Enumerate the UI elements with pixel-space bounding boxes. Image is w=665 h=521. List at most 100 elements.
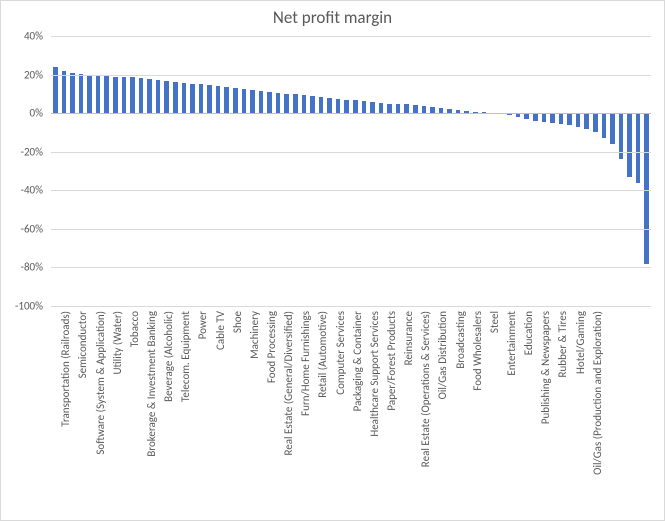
bar <box>387 104 392 114</box>
y-tick-label: -80% <box>1 261 43 274</box>
bar <box>62 71 67 113</box>
bar <box>627 113 632 177</box>
bar <box>379 103 384 114</box>
bar <box>353 100 358 114</box>
bar <box>576 113 581 127</box>
x-tick-label: Transportation (Railroads) <box>59 311 72 511</box>
grid-line <box>51 267 651 268</box>
grid-line <box>51 306 651 307</box>
x-tick-label: Hotel/Gaming <box>574 311 587 511</box>
bar <box>190 84 195 113</box>
bar <box>610 113 615 144</box>
bar <box>122 77 127 114</box>
bars-container <box>51 36 651 306</box>
bar <box>567 113 572 125</box>
x-tick-label: Machinery <box>248 311 261 511</box>
x-tick-label: Retail (Automotive) <box>316 311 329 511</box>
bar <box>216 86 221 113</box>
x-tick-label: Steel <box>488 311 501 511</box>
bar <box>584 113 589 128</box>
bar <box>293 94 298 113</box>
x-tick-label: Shoe <box>231 311 244 511</box>
plot-area <box>51 36 651 307</box>
x-tick-label: Education <box>522 311 535 511</box>
x-tick-label: Power <box>196 311 209 511</box>
bar <box>302 95 307 113</box>
x-tick-label: Real Estate (General/Diversified) <box>282 311 295 511</box>
x-tick-label: Food Processing <box>265 311 278 511</box>
bar <box>199 84 204 113</box>
x-tick-label: Tobacco <box>128 311 141 511</box>
bar <box>267 92 272 113</box>
x-tick-label: Computer Services <box>334 311 347 511</box>
y-tick-label: -20% <box>1 145 43 158</box>
bar <box>207 85 212 113</box>
bar <box>593 113 598 132</box>
bar <box>319 97 324 113</box>
bar <box>310 96 315 113</box>
x-tick-label: Healthcare Support Services <box>368 311 381 511</box>
bar <box>422 106 427 113</box>
bar <box>284 94 289 113</box>
bar <box>259 91 264 113</box>
bar <box>336 99 341 113</box>
bar <box>224 87 229 113</box>
bar <box>164 81 169 113</box>
y-tick-label: 20% <box>1 68 43 81</box>
x-tick-label: Semiconductor <box>76 311 89 511</box>
x-axis-labels: Transportation (Railroads) Semiconductor S… <box>51 309 651 514</box>
bar <box>130 77 135 113</box>
y-tick-label: 0% <box>1 107 43 120</box>
bar <box>602 113 607 138</box>
bar <box>173 82 178 113</box>
bar <box>276 93 281 113</box>
x-tick-label: Brokerage & Investment Banking <box>145 311 158 511</box>
bar <box>96 75 101 114</box>
bar <box>533 113 538 121</box>
x-tick-label: Furn/Home Furnishings <box>299 311 312 511</box>
bar <box>404 104 409 113</box>
chart-title: Net profit margin <box>1 7 664 28</box>
x-tick-label: Rubber & Tires <box>556 311 569 511</box>
bar <box>70 73 75 114</box>
bar <box>550 113 555 123</box>
bar <box>139 78 144 113</box>
grid-line <box>51 190 651 191</box>
x-tick-label: Oil/Gas Distribution <box>436 311 449 511</box>
bar <box>104 76 109 114</box>
x-tick-label: Real Estate (Operations & Services) <box>419 311 432 511</box>
x-tick-label: Cable TV <box>214 311 227 511</box>
bar <box>636 113 641 182</box>
y-tick-label: -40% <box>1 184 43 197</box>
x-tick-label: Oil/Gas (Production and Exploration) <box>591 311 604 511</box>
bar <box>344 100 349 114</box>
y-tick-label: -60% <box>1 222 43 235</box>
x-tick-label: Food Wholesalers <box>471 311 484 511</box>
y-tick-label: 40% <box>1 30 43 43</box>
bar <box>147 79 152 113</box>
bar <box>413 105 418 113</box>
x-tick-label: Utility (Water) <box>111 311 124 511</box>
x-tick-label: Broadcasting <box>454 311 467 511</box>
bar <box>233 88 238 113</box>
grid-line <box>51 229 651 230</box>
x-tick-label: Beverage (Alcoholic) <box>162 311 175 511</box>
bar <box>113 77 118 114</box>
zero-line <box>51 113 651 114</box>
bar <box>79 74 84 114</box>
bar <box>250 90 255 113</box>
bar <box>156 80 161 113</box>
x-tick-label: Packaging & Container <box>351 311 364 511</box>
chart-frame: Net profit margin Transportation (Railro… <box>0 0 665 521</box>
bar <box>242 89 247 113</box>
bar <box>327 98 332 113</box>
bar <box>559 113 564 124</box>
bar <box>542 113 547 122</box>
x-tick-label: Paper/Forest Products <box>385 311 398 511</box>
grid-line <box>51 152 651 153</box>
grid-line <box>51 36 651 37</box>
y-tick-label: -100% <box>1 300 43 313</box>
bar <box>396 104 401 113</box>
x-tick-label: Telecom. Equipment <box>179 311 192 511</box>
x-tick-label: Software (System & Application) <box>94 311 107 511</box>
